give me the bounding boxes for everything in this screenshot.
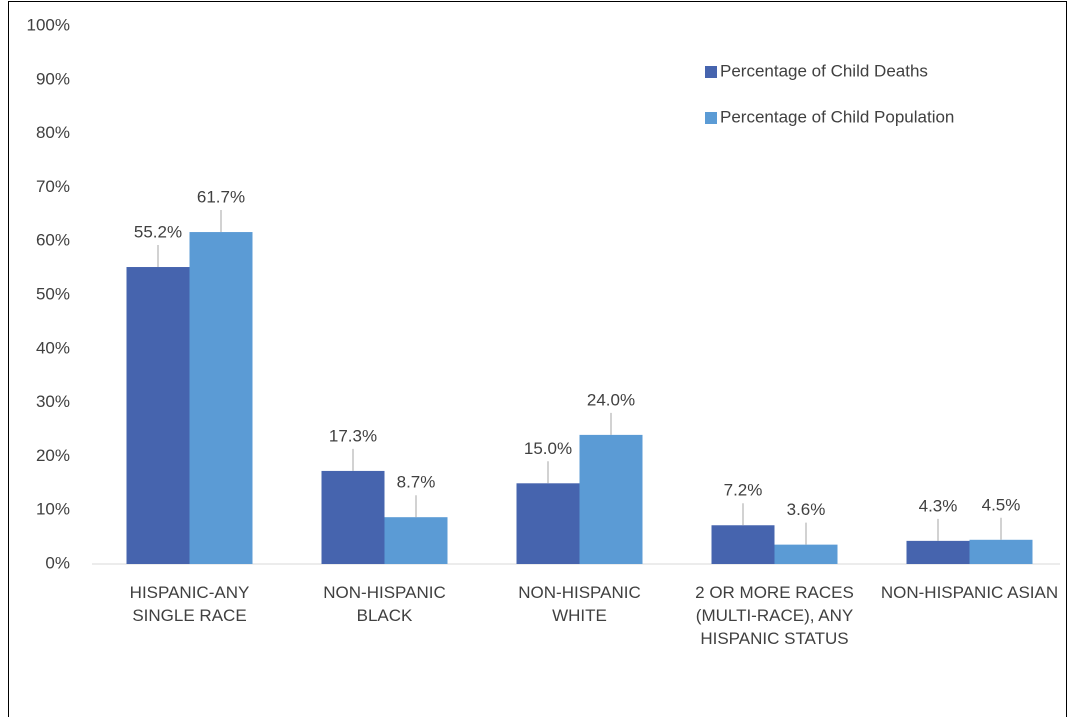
- y-tick-label: 10%: [36, 500, 70, 519]
- legend-label: Percentage of Child Population: [720, 107, 954, 126]
- x-tick-label: NON-HISPANIC WHITE: [518, 583, 641, 625]
- bar: [189, 232, 253, 564]
- x-tick-label: NON-HISPANIC ASIAN: [880, 583, 1059, 602]
- legend-swatch: [705, 112, 717, 124]
- y-tick-label: 100%: [27, 15, 70, 34]
- x-tick-label: 2 OR MORE RACES (MULTI-RACE), ANY HISPAN…: [695, 583, 854, 648]
- y-tick-label: 0%: [45, 553, 70, 572]
- data-label: 8.7%: [397, 473, 436, 492]
- y-tick-label: 30%: [36, 392, 70, 411]
- legend-swatch: [705, 66, 717, 78]
- data-label: 4.3%: [919, 496, 958, 515]
- y-tick-label: 50%: [36, 284, 70, 303]
- data-label: 61.7%: [197, 188, 245, 207]
- bar: [126, 267, 190, 564]
- y-tick-label: 20%: [36, 446, 70, 465]
- data-label: 3.6%: [787, 500, 826, 519]
- chart-border: [8, 1, 1067, 717]
- data-label: 4.5%: [982, 495, 1021, 514]
- bar: [384, 517, 448, 564]
- y-tick-label: 80%: [36, 123, 70, 142]
- x-tick-label: NON-HISPANIC BLACK: [323, 583, 446, 625]
- bar: [711, 525, 775, 564]
- data-label: 17.3%: [329, 426, 377, 445]
- bar: [774, 544, 838, 564]
- data-label: 15.0%: [524, 439, 572, 458]
- bar: [906, 540, 970, 564]
- y-tick-label: 90%: [36, 69, 70, 88]
- data-label: 55.2%: [134, 223, 182, 242]
- y-tick-label: 60%: [36, 231, 70, 250]
- data-label: 24.0%: [587, 390, 635, 409]
- bar: [516, 483, 580, 564]
- data-label: 7.2%: [724, 481, 763, 500]
- legend-label: Percentage of Child Deaths: [720, 61, 928, 80]
- y-tick-label: 40%: [36, 338, 70, 357]
- bar: [969, 539, 1033, 564]
- x-tick-label: HISPANIC-ANY SINGLE RACE: [129, 583, 250, 625]
- y-tick-label: 70%: [36, 177, 70, 196]
- bar: [321, 470, 385, 564]
- bar: [579, 434, 643, 564]
